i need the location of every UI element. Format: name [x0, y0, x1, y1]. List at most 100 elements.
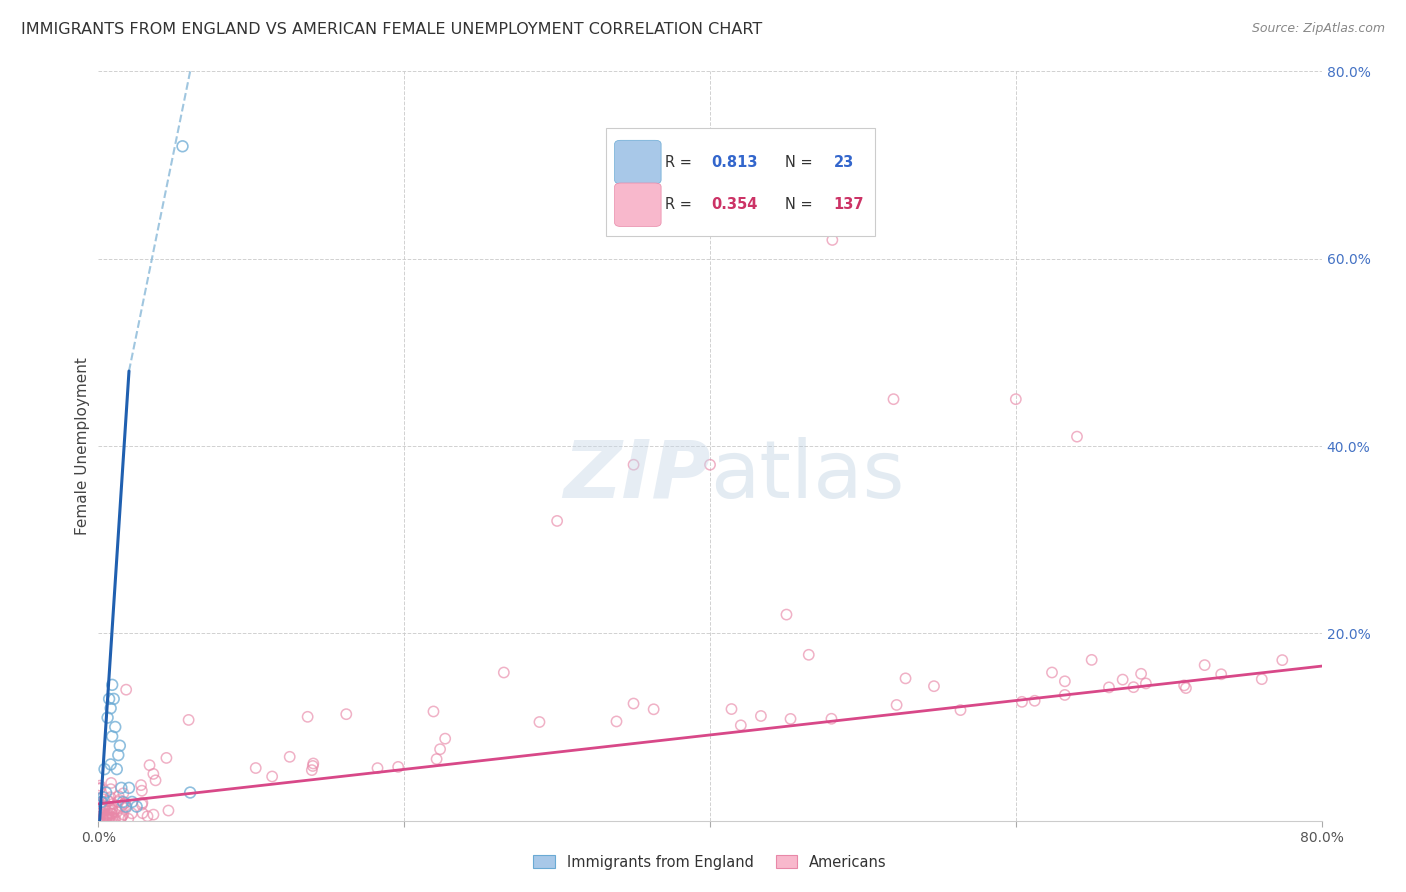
Point — [1111, 673, 1133, 687]
Point — [1135, 676, 1157, 690]
Point — [1040, 665, 1063, 680]
Point — [367, 761, 389, 775]
Point — [1080, 653, 1102, 667]
Point — [115, 799, 138, 814]
Point — [103, 692, 125, 706]
Point — [101, 797, 124, 811]
Point — [100, 701, 122, 715]
Point — [89, 809, 111, 823]
Point — [301, 759, 323, 773]
Point — [335, 707, 357, 722]
Point — [101, 811, 124, 825]
Point — [155, 751, 177, 765]
Point — [302, 756, 325, 771]
Point — [98, 809, 121, 823]
Point — [100, 782, 122, 797]
Point — [1053, 674, 1076, 689]
Point — [749, 709, 772, 723]
Point — [387, 760, 409, 774]
Point — [278, 749, 301, 764]
Point — [100, 776, 122, 790]
Point — [98, 692, 121, 706]
Point — [121, 806, 143, 821]
Point — [643, 702, 665, 716]
Point — [97, 806, 120, 821]
Point — [118, 780, 141, 795]
Text: IMMIGRANTS FROM ENGLAND VS AMERICAN FEMALE UNEMPLOYMENT CORRELATION CHART: IMMIGRANTS FROM ENGLAND VS AMERICAN FEMA… — [21, 22, 762, 37]
Point — [90, 795, 112, 809]
Point — [115, 801, 138, 815]
Point — [136, 809, 159, 823]
Point — [110, 812, 132, 826]
Point — [101, 801, 124, 815]
Point — [145, 773, 167, 788]
Point — [1053, 688, 1076, 702]
Point — [93, 792, 115, 806]
Point — [110, 780, 132, 795]
Point — [93, 798, 115, 813]
Point — [125, 799, 148, 814]
Point — [1211, 667, 1233, 681]
Text: N =: N = — [785, 154, 817, 169]
Y-axis label: Female Unemployment: Female Unemployment — [75, 357, 90, 535]
Point — [434, 731, 457, 746]
Point — [142, 807, 165, 822]
Point — [117, 812, 139, 826]
Point — [605, 714, 627, 729]
Point — [108, 739, 131, 753]
Point — [89, 812, 111, 826]
FancyBboxPatch shape — [606, 128, 875, 236]
Point — [101, 678, 124, 692]
Point — [96, 812, 118, 826]
Point — [114, 796, 136, 810]
Point — [775, 607, 797, 622]
Text: N =: N = — [785, 197, 817, 212]
Point — [262, 769, 284, 783]
Point — [131, 796, 153, 810]
Point — [131, 783, 153, 797]
Point — [90, 805, 112, 820]
Point — [93, 801, 115, 815]
FancyBboxPatch shape — [614, 140, 661, 184]
Point — [1173, 678, 1195, 692]
Point — [107, 747, 129, 762]
Point — [94, 799, 117, 814]
Point — [179, 786, 201, 800]
Point — [96, 809, 118, 823]
Text: atlas: atlas — [710, 437, 904, 515]
Point — [89, 780, 111, 795]
Point — [97, 794, 120, 808]
Point — [89, 779, 111, 793]
Text: R =: R = — [665, 154, 696, 169]
Point — [426, 752, 449, 766]
Point — [98, 812, 121, 826]
Text: R =: R = — [665, 197, 696, 212]
Point — [112, 807, 135, 822]
Point — [98, 801, 121, 815]
Point — [112, 797, 135, 811]
Point — [797, 648, 820, 662]
Point — [98, 790, 121, 805]
Point — [886, 698, 908, 712]
Point — [104, 720, 127, 734]
Point — [779, 712, 801, 726]
Point — [96, 808, 118, 822]
Point — [157, 804, 180, 818]
Point — [699, 458, 721, 472]
Point — [730, 718, 752, 732]
Point — [131, 797, 153, 812]
Point — [138, 758, 160, 772]
Text: ZIP: ZIP — [562, 437, 710, 515]
Point — [1174, 681, 1197, 695]
Point — [1250, 672, 1272, 686]
Text: 0.354: 0.354 — [711, 197, 758, 212]
Point — [492, 665, 515, 680]
Point — [720, 702, 742, 716]
Point — [301, 763, 323, 777]
Point — [245, 761, 267, 775]
Point — [121, 795, 143, 809]
Point — [97, 812, 120, 826]
Point — [894, 672, 917, 686]
Point — [546, 514, 568, 528]
Point — [529, 714, 551, 729]
